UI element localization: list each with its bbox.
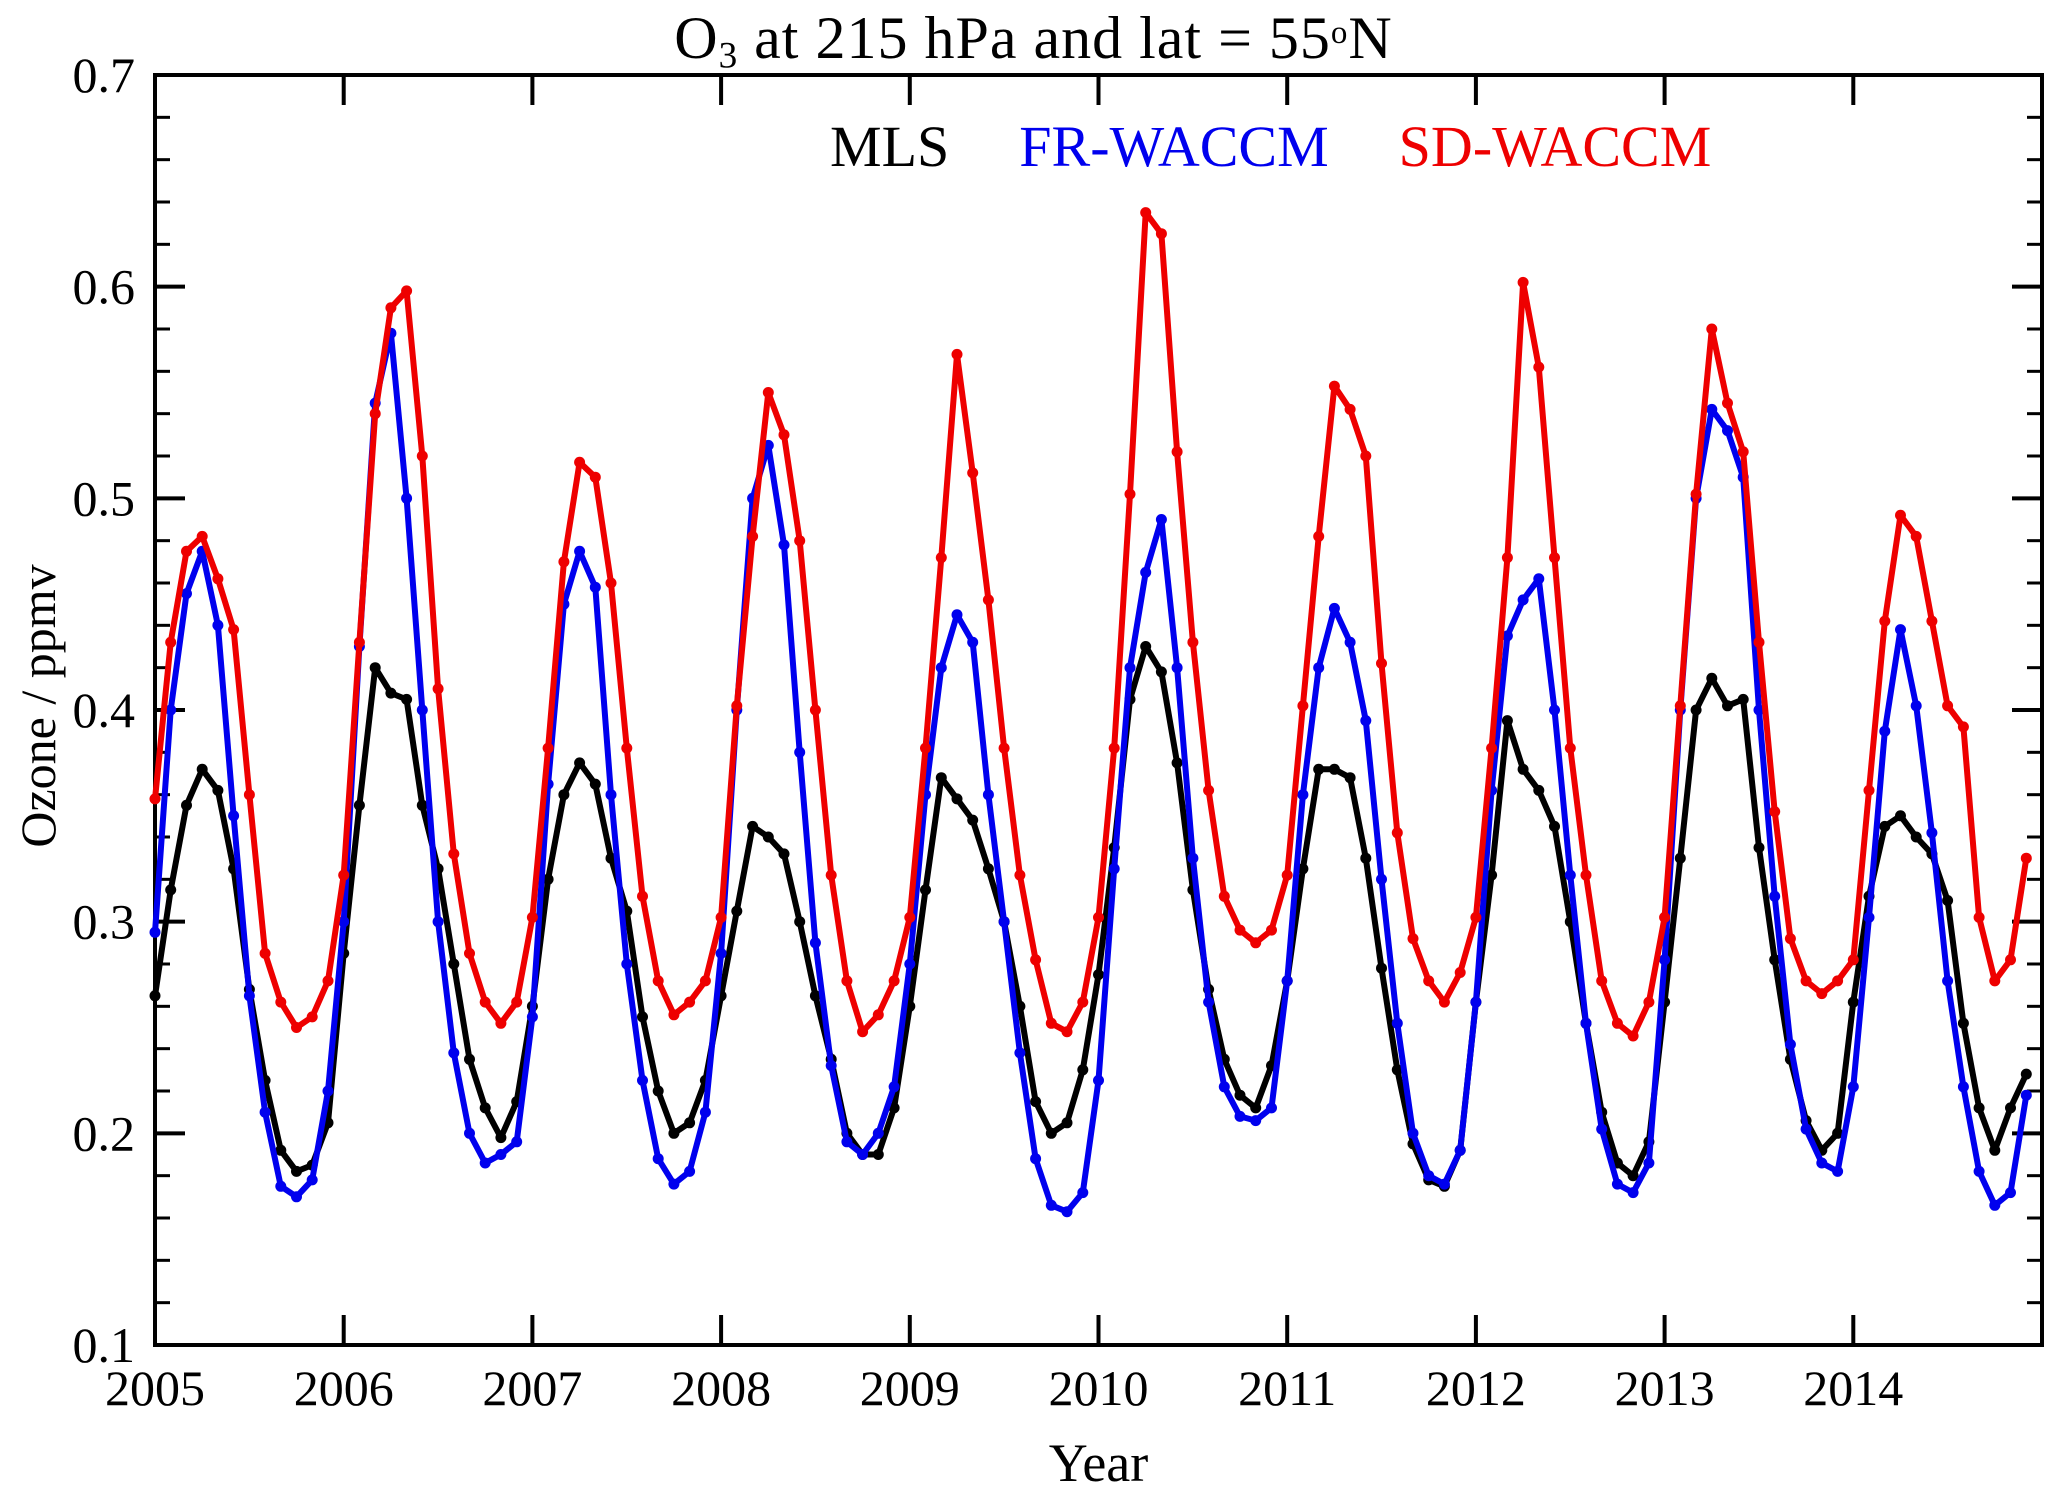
svg-text:2013: 2013 [1615, 1360, 1715, 1416]
svg-text:2007: 2007 [482, 1360, 582, 1416]
svg-text:2010: 2010 [1049, 1360, 1149, 1416]
title-pre: O [674, 5, 719, 71]
svg-text:0.7: 0.7 [73, 47, 136, 103]
svg-text:2008: 2008 [671, 1360, 771, 1416]
title-subscript: 3 [718, 35, 739, 77]
svg-text:2005: 2005 [105, 1360, 205, 1416]
svg-text:2011: 2011 [1238, 1360, 1336, 1416]
svg-text:0.3: 0.3 [73, 894, 136, 950]
svg-text:0.5: 0.5 [73, 470, 136, 526]
svg-text:0.1: 0.1 [73, 1317, 136, 1373]
legend-item-fr-waccm: FR-WACCM [1019, 114, 1329, 179]
x-axis-label: Year [1048, 1433, 1149, 1493]
svg-text:2009: 2009 [860, 1360, 960, 1416]
svg-text:0.4: 0.4 [73, 682, 136, 738]
svg-text:0.2: 0.2 [73, 1105, 136, 1161]
legend-item-mls: MLS [830, 114, 950, 179]
title-post: N [1348, 5, 1393, 71]
chart-title: O3 at 215 hPa and lat = 55oN [0, 4, 2067, 77]
title-mid: at 215 hPa and lat = 55 [738, 5, 1331, 71]
chart-legend: MLS FR-WACCM SD-WACCM [830, 118, 1711, 176]
legend-item-sd-waccm: SD-WACCM [1398, 114, 1712, 179]
svg-text:2014: 2014 [1803, 1360, 1903, 1416]
svg-text:0.6: 0.6 [73, 259, 136, 315]
svg-text:2006: 2006 [294, 1360, 394, 1416]
title-superscript: o [1330, 15, 1349, 52]
svg-text:2012: 2012 [1426, 1360, 1526, 1416]
